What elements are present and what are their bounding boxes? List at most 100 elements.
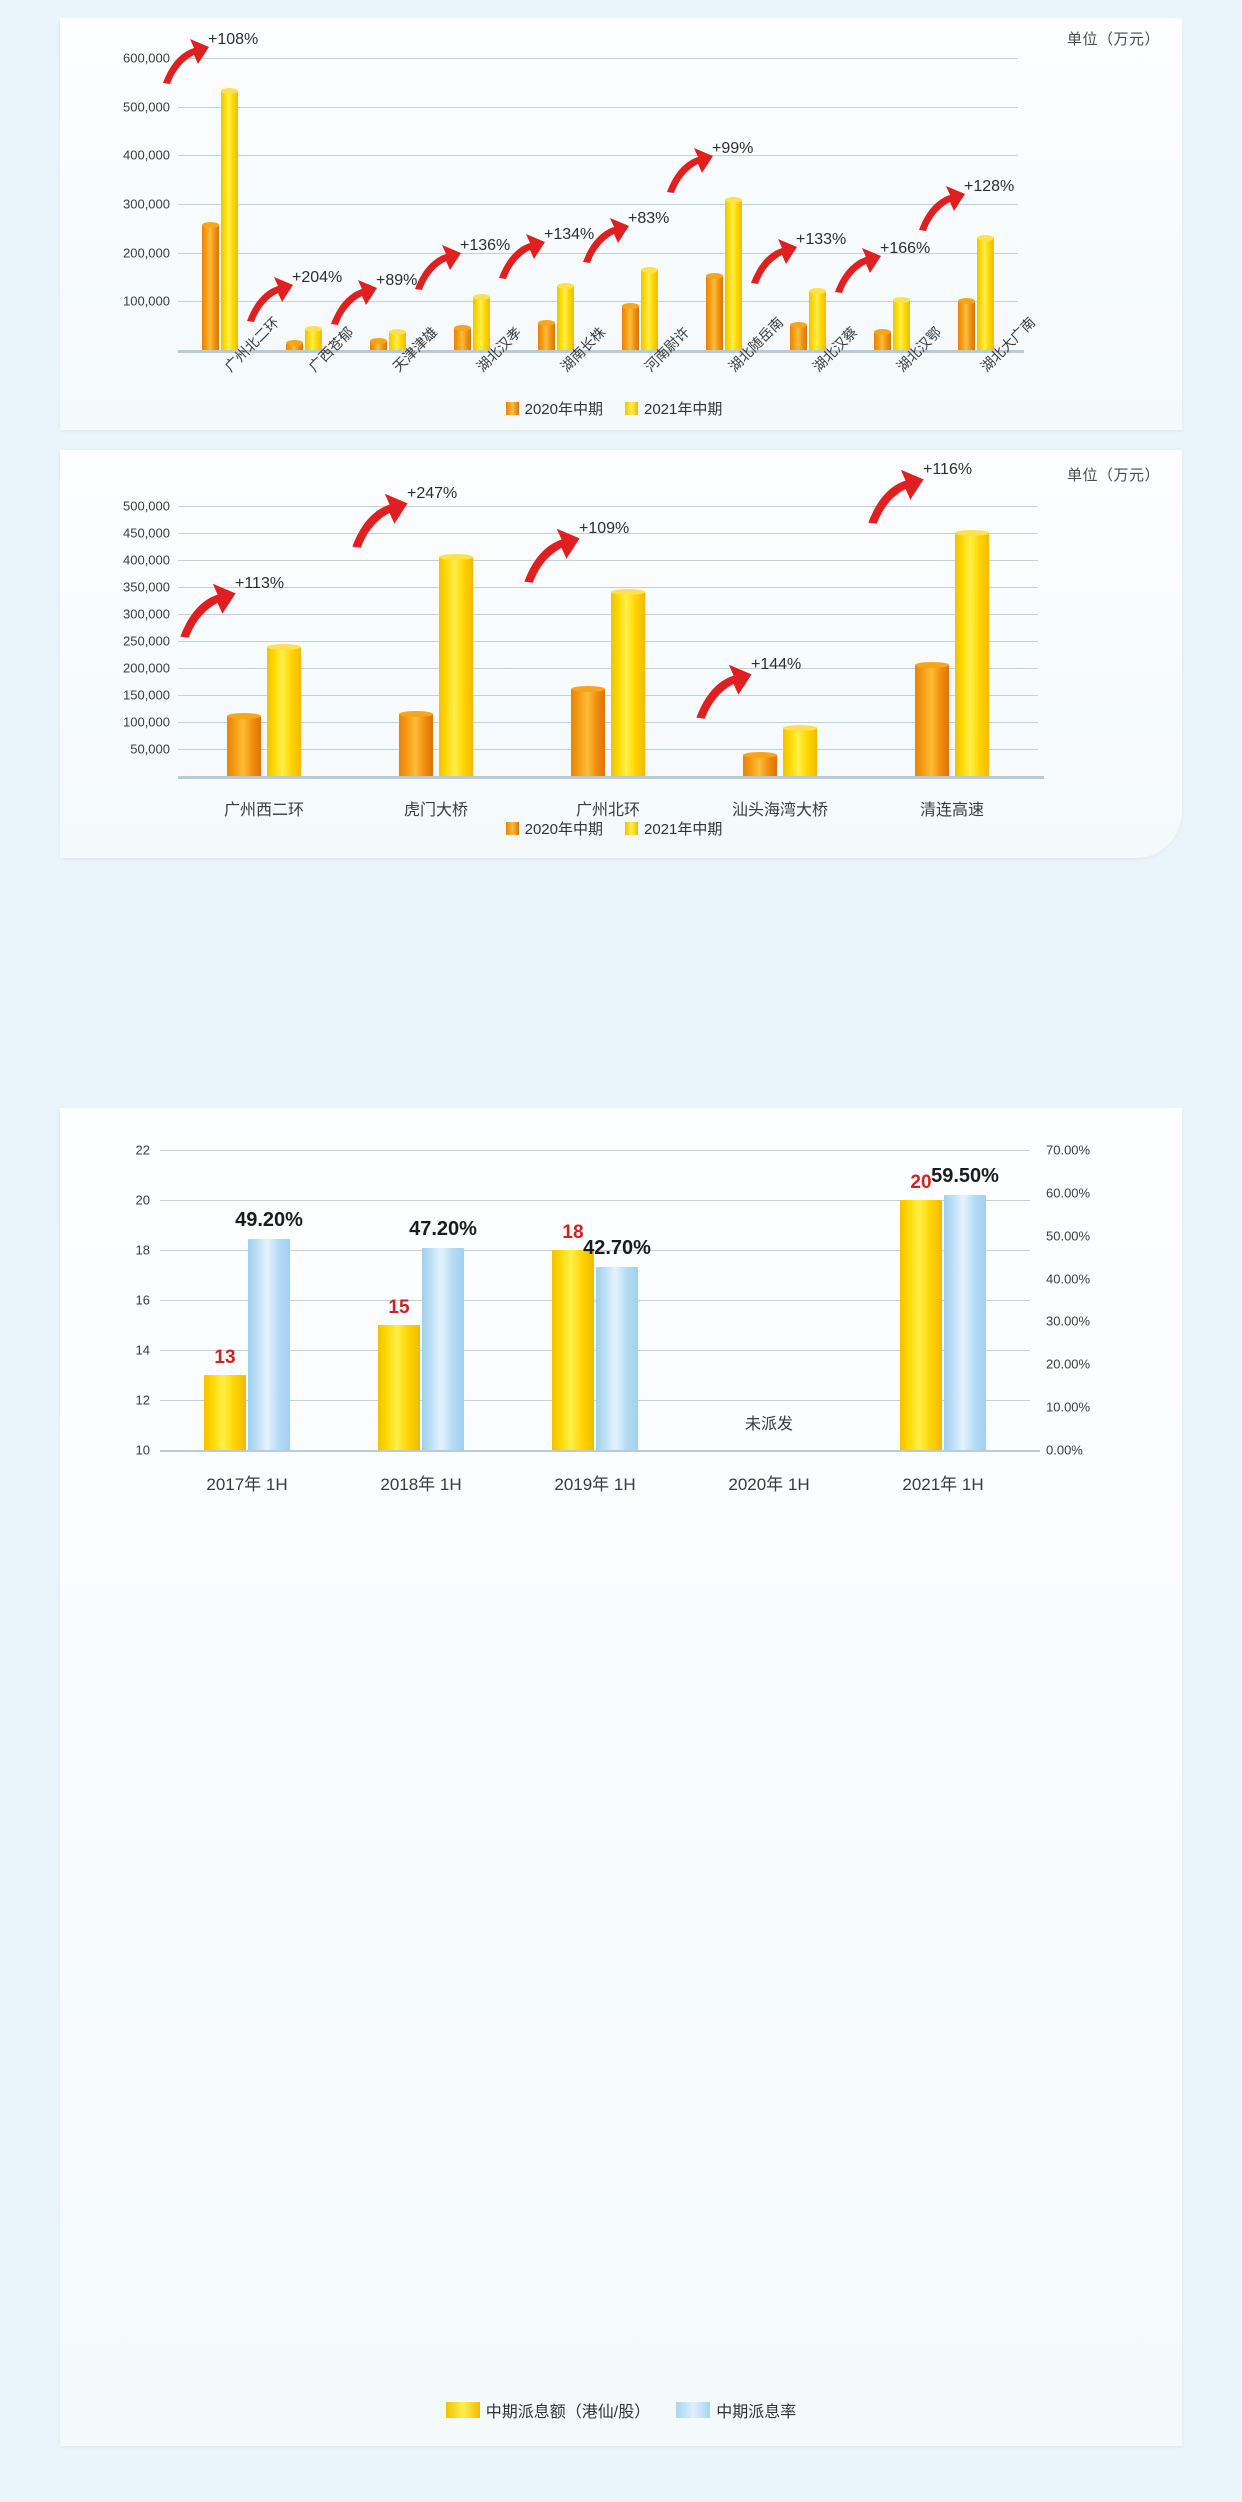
- chart1-unit-label: 单位（万元）: [1066, 31, 1160, 48]
- growth-arrow-icon: [691, 660, 757, 720]
- growth-arrow-icon: [578, 214, 634, 264]
- legend-label: 2021年中期: [644, 401, 723, 418]
- legend-item: 中期派息率: [676, 2398, 796, 2422]
- growth-percent-label: +204%: [292, 269, 343, 287]
- chart3-y-tick-left: 12: [135, 1392, 150, 1408]
- x-axis-label: 汕头海湾大桥: [731, 802, 829, 819]
- dividend-rate-bar: [596, 1267, 638, 1450]
- chart1-y-tick: 300,000: [123, 196, 170, 212]
- chart2-bar: [611, 589, 645, 776]
- x-axis-label: 清连高速: [919, 802, 985, 819]
- chart2-bar: [955, 530, 989, 776]
- legend-swatch-icon: [676, 2402, 711, 2418]
- growth-percent-label: +89%: [376, 272, 418, 290]
- chart2-y-tick: 300,000: [123, 606, 170, 622]
- growth-percent-label: +108%: [208, 30, 259, 48]
- dividend-rate-bar: [248, 1239, 290, 1450]
- dividend-amount-value: 20: [910, 1172, 932, 1193]
- dividend-rate-bar: [944, 1195, 986, 1450]
- dividend-amount-bar: [204, 1375, 246, 1450]
- chart3-y-tick-left: 22: [135, 1142, 150, 1158]
- chart3-y-tick-right: 50.00%: [1046, 1228, 1091, 1244]
- dividend-rate-bar: [422, 1247, 464, 1450]
- chart1-y-tick: 500,000: [123, 99, 170, 115]
- growth-arrow-icon: [494, 230, 550, 280]
- chart1-bar: [725, 197, 742, 350]
- legend-item: 2021年中期: [625, 398, 722, 419]
- legend-item: 2020年中期: [505, 398, 603, 419]
- dividend-amount-value: 13: [214, 1347, 236, 1368]
- growth-arrow-icon: [175, 579, 241, 639]
- dividend-rate-value: 42.70%: [583, 1237, 651, 1259]
- chart2-y-tick: 350,000: [123, 579, 170, 595]
- legend-swatch-icon: [445, 2402, 480, 2418]
- growth-percent-label: +128%: [964, 178, 1015, 196]
- growth-arrow-icon: [347, 489, 413, 549]
- x-axis-label: 虎门大桥: [403, 802, 469, 819]
- chart1-y-tick: 600,000: [123, 50, 170, 66]
- chart1-bar: [370, 337, 387, 350]
- dividend-amount-value: 15: [388, 1297, 410, 1318]
- growth-percent-label: +83%: [628, 209, 670, 227]
- growth-percent-label: +136%: [460, 237, 511, 255]
- chart1-bar: [893, 297, 910, 350]
- chart1-legend: 2020年中期 2021年中期: [60, 398, 1182, 419]
- growth-arrow-icon: [863, 465, 929, 525]
- legend-label: 2020年中期: [524, 821, 603, 838]
- chart3-legend: 中期派息额（港仙/股） 中期派息率: [60, 2398, 1182, 2422]
- chart3-y-tick-left: 18: [135, 1242, 150, 1258]
- chart1-y-tick: 400,000: [123, 147, 170, 163]
- growth-arrow-icon: [914, 182, 970, 232]
- chart2-bar: [571, 686, 605, 776]
- chart1-bar: [790, 321, 807, 350]
- chart2-unit-label: 单位（万元）: [1066, 467, 1160, 484]
- growth-arrow-icon: [326, 276, 382, 326]
- chart3-y-tick-right: 40.00%: [1046, 1271, 1091, 1287]
- x-axis-label: 2019年 1H: [554, 1475, 636, 1494]
- chart3-y-tick-right: 10.00%: [1046, 1399, 1091, 1415]
- dividend-amount-bar: [900, 1200, 942, 1450]
- dividend-rate-value: 47.20%: [409, 1217, 477, 1240]
- chart2-y-tick: 400,000: [123, 552, 170, 568]
- chart2-y-tick: 450,000: [123, 525, 170, 541]
- chart1-y-tick: 100,000: [123, 293, 170, 309]
- chart1-bar: [977, 235, 994, 350]
- chart-card-3: 10 12 14 16 18 20 22 0.00% 10.00% 20.00% 30.00% 40.…: [60, 1108, 1182, 2446]
- chart2-y-tick: 100,000: [123, 714, 170, 730]
- legend-item: 中期派息额（港仙/股）: [445, 2398, 651, 2422]
- legend-label: 中期派息额（港仙/股）: [485, 2404, 651, 2421]
- chart3-y-tick-left: 10: [135, 1442, 150, 1458]
- growth-percent-label: +99%: [712, 140, 754, 158]
- growth-arrow-icon: [410, 241, 466, 291]
- growth-arrow-icon: [242, 273, 298, 323]
- chart1-bar: [389, 329, 406, 350]
- chart3-y-tick-right: 70.00%: [1046, 1142, 1091, 1158]
- chart1-bar: [706, 272, 723, 350]
- growth-percent-label: +116%: [923, 461, 973, 478]
- legend-label: 2021年中期: [644, 821, 723, 838]
- legend-swatch-icon: [505, 402, 519, 415]
- growth-arrow-icon: [519, 524, 585, 584]
- x-axis-label: 2017年 1H: [206, 1475, 288, 1494]
- dividend-rate-value: 49.20%: [235, 1209, 303, 1232]
- chart3-y-tick-left: 14: [135, 1342, 150, 1358]
- chart1-bar: [286, 340, 303, 350]
- chart1-bar: [874, 329, 891, 350]
- legend-item: 2021年中期: [625, 818, 722, 839]
- chart3-y-tick-left: 16: [135, 1292, 150, 1308]
- chart-card-2: 单位（万元） 50,000 100,000 150,000 200,000 250,00…: [60, 450, 1182, 858]
- chart2-bar: [783, 724, 817, 776]
- x-axis-label: 广州西二环: [223, 802, 305, 819]
- growth-arrow-icon: [746, 235, 802, 285]
- chart1-bar: [538, 320, 555, 350]
- chart3-y-tick-right: 30.00%: [1046, 1313, 1091, 1329]
- chart1-bar: [641, 266, 658, 350]
- chart3-y-tick-left: 20: [135, 1192, 150, 1208]
- chart2-bar: [399, 710, 433, 776]
- chart3-plot-area: 10 12 14 16 18 20 22 0.00% 10.00% 20.00% 30.00% 40.…: [136, 1143, 1091, 1458]
- legend-swatch-icon: [625, 822, 638, 835]
- dividend-amount-bar: [552, 1250, 594, 1450]
- no-dividend-note: 未派发: [744, 1416, 794, 1433]
- chart2-y-tick: 150,000: [123, 687, 170, 703]
- legend-label: 2020年中期: [524, 401, 603, 418]
